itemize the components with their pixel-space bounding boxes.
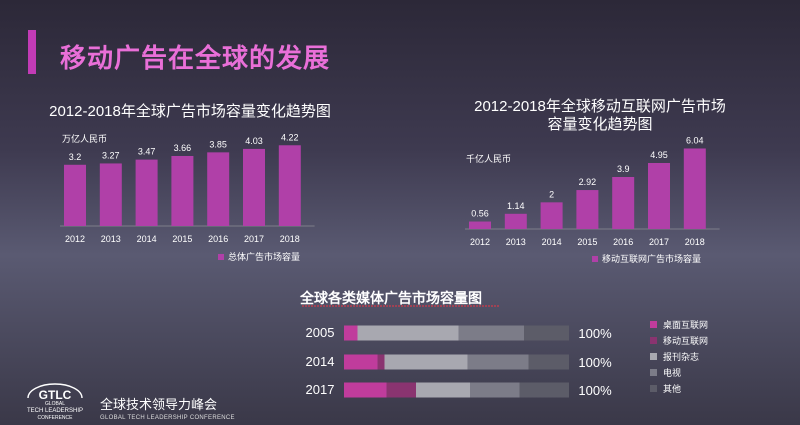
chart3-segment-2014-3 bbox=[467, 354, 529, 370]
chart3-title: 全球各类媒体广告市场容量图 bbox=[300, 290, 482, 306]
chart3-legend-swatch-2 bbox=[650, 353, 657, 360]
chart3-legend-label-1: 移动互联网 bbox=[663, 335, 708, 346]
chart3-segment-2014-0 bbox=[344, 354, 378, 370]
chart2-bar-2016 bbox=[612, 177, 635, 229]
chart3-legend-label-0: 桌面互联网 bbox=[663, 319, 708, 330]
chart2-title-line1: 2012-2018年全球移动互联网广告市场 bbox=[474, 98, 726, 115]
chart1-bar-2016 bbox=[207, 152, 230, 226]
chart2-bar-2014 bbox=[540, 202, 563, 229]
chart3-segment-2017-0 bbox=[344, 382, 387, 398]
chart1-tick-label-2017: 2017 bbox=[244, 234, 264, 244]
logo-sub: GLOBAL bbox=[44, 401, 65, 407]
chart1-bar-2015 bbox=[171, 155, 194, 226]
conference-name-cn: 全球技术领导力峰会 bbox=[100, 397, 218, 412]
chart1-bar-2014 bbox=[135, 159, 158, 226]
chart3-segment-2014-4 bbox=[528, 354, 569, 370]
chart3-legend-swatch-4 bbox=[650, 385, 657, 392]
chart1-legend-swatch bbox=[218, 254, 224, 260]
chart2-tick-label-2015: 2015 bbox=[577, 237, 597, 247]
chart1-value-label-2015: 3.66 bbox=[174, 143, 192, 153]
chart1-value-label-2013: 3.27 bbox=[102, 150, 120, 160]
conference-name: 全球技术领导力峰会 GLOBAL TECH LEADERSHIP CONFERE… bbox=[100, 394, 235, 421]
chart3-legend-label-2: 报刊杂志 bbox=[663, 351, 699, 362]
chart1-value-label-2012: 3.2 bbox=[69, 152, 82, 162]
chart2-legend-swatch bbox=[592, 256, 598, 262]
chart3-segment-2005-2 bbox=[357, 325, 459, 341]
chart2-bar-2013 bbox=[504, 213, 527, 229]
title-accent-bar bbox=[28, 30, 36, 74]
chart2-bar-2012 bbox=[469, 221, 491, 229]
chart2-value-label-2012: 0.56 bbox=[471, 209, 489, 219]
chart1-ylabel: 万亿人民币 bbox=[62, 133, 107, 144]
chart2-tick-label-2014: 2014 bbox=[542, 237, 562, 247]
chart3-total-label-2005: 100% bbox=[578, 326, 612, 341]
chart1-value-label-2016: 3.85 bbox=[209, 139, 227, 149]
chart2-tick-label-2012: 2012 bbox=[470, 237, 490, 247]
chart2-tick-label-2017: 2017 bbox=[649, 237, 669, 247]
chart2-tick-label-2016: 2016 bbox=[613, 237, 633, 247]
chart3-legend-swatch-1 bbox=[650, 337, 657, 344]
chart1-value-label-2017: 4.03 bbox=[245, 136, 263, 146]
chart3-segment-2005-4 bbox=[524, 325, 569, 341]
chart2-bar-2015 bbox=[576, 190, 599, 229]
chart1-bar-2018 bbox=[278, 145, 301, 226]
chart1-bar-2012 bbox=[64, 164, 86, 226]
chart3-legend-label-4: 其他 bbox=[663, 383, 681, 394]
chart3-segment-2014-2 bbox=[384, 354, 468, 370]
chart2-title-line2: 容量变化趋势图 bbox=[547, 116, 653, 133]
chart1-legend-label: 总体广告市场容量 bbox=[228, 251, 300, 262]
chart3-segment-2014-1 bbox=[377, 354, 385, 370]
conference-name-en: GLOBAL TECH LEADERSHIP CONFERENCE bbox=[100, 415, 235, 421]
chart1-tick-label-2015: 2015 bbox=[172, 234, 192, 244]
chart3-legend-label-3: 电视 bbox=[663, 367, 681, 378]
chart3-segment-2017-2 bbox=[416, 382, 470, 398]
chart1-bar-2017 bbox=[243, 148, 265, 226]
chart3-segment-2005-3 bbox=[458, 325, 524, 341]
chart3-total-label-2014: 100% bbox=[578, 355, 612, 370]
page-title: 移动广告在全球的发展 bbox=[60, 43, 331, 73]
logo-line1: TECH LEADERSHIP bbox=[26, 408, 83, 414]
gtlc-logo: GTLC GLOBAL TECH LEADERSHIP CONFERENCE bbox=[20, 380, 90, 422]
chart1-value-label-2018: 4.22 bbox=[281, 132, 299, 142]
chart2-value-label-2014: 2 bbox=[549, 189, 554, 199]
chart2-value-label-2015: 2.92 bbox=[579, 177, 597, 187]
chart2-value-label-2016: 3.9 bbox=[617, 164, 630, 174]
chart2-bar-2017 bbox=[648, 163, 670, 229]
chart1-tick-label-2016: 2016 bbox=[208, 234, 228, 244]
chart3-total-label-2017: 100% bbox=[578, 383, 612, 398]
chart2-value-label-2017: 4.95 bbox=[650, 150, 668, 160]
chart3-segment-2017-4 bbox=[519, 382, 569, 398]
chart1-tick-label-2012: 2012 bbox=[65, 234, 85, 244]
chart1-tick-label-2013: 2013 bbox=[101, 234, 121, 244]
chart2-value-label-2018: 6.04 bbox=[686, 135, 704, 145]
chart3-segment-2017-1 bbox=[386, 382, 416, 398]
chart3-category-label-2014: 2014 bbox=[306, 354, 335, 369]
chart3-category-label-2017: 2017 bbox=[306, 382, 335, 397]
chart1-tick-label-2018: 2018 bbox=[280, 234, 300, 244]
logo-line2: CONFERENCE bbox=[37, 415, 73, 421]
chart1-bar-2013 bbox=[99, 163, 122, 226]
chart3-category-label-2005: 2005 bbox=[306, 325, 335, 340]
chart3-segment-2017-3 bbox=[470, 382, 520, 398]
chart2-ylabel: 千亿人民币 bbox=[466, 153, 511, 164]
chart2-tick-label-2013: 2013 bbox=[506, 237, 526, 247]
chart3-segment-2005-0 bbox=[344, 325, 358, 341]
chart1-title: 2012-2018年全球广告市场容量变化趋势图 bbox=[49, 103, 331, 120]
chart1-value-label-2014: 3.47 bbox=[138, 147, 156, 157]
chart2-value-label-2013: 1.14 bbox=[507, 201, 525, 211]
chart1-tick-label-2014: 2014 bbox=[137, 234, 157, 244]
chart2-tick-label-2018: 2018 bbox=[685, 237, 705, 247]
chart2-bar-2018 bbox=[683, 148, 706, 229]
chart3-legend-swatch-3 bbox=[650, 369, 657, 376]
chart2-title: 2012-2018年全球移动互联网广告市场 容量变化趋势图 bbox=[440, 98, 760, 134]
logo-abbr: GTLC bbox=[38, 388, 72, 402]
chart2-legend-label: 移动互联网广告市场容量 bbox=[602, 253, 701, 264]
chart3-legend-swatch-0 bbox=[650, 321, 657, 328]
